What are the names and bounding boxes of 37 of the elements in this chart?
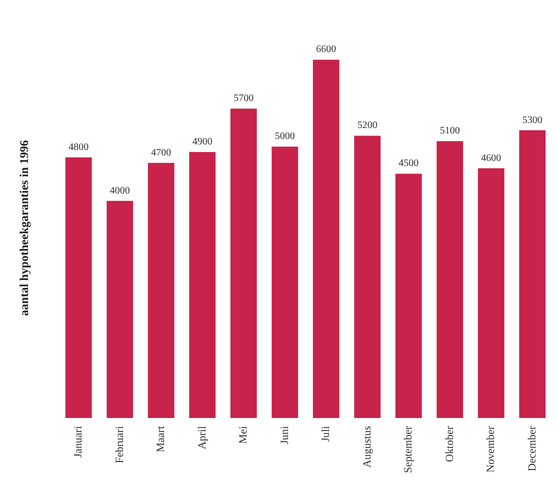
bar <box>106 200 134 418</box>
data-label: 4800 <box>68 142 89 153</box>
bar <box>519 130 546 418</box>
x-tick-label: Maart <box>155 426 168 452</box>
x-tick-label: Februari <box>114 426 126 464</box>
data-label: 5300 <box>522 114 542 126</box>
data-label: 6600 <box>316 44 336 56</box>
data-label: 4000 <box>110 185 130 196</box>
bar <box>65 157 92 418</box>
bar <box>272 146 298 418</box>
x-tick-label: Mei <box>238 426 250 444</box>
bar <box>312 60 340 418</box>
bar <box>230 108 257 418</box>
x-tick-label: Oktober <box>444 426 456 462</box>
data-label: 5000 <box>274 131 295 142</box>
x-tick-label: Juli <box>320 426 332 442</box>
bar <box>189 152 216 418</box>
x-tick-label: Januari <box>72 426 85 458</box>
data-label: 4700 <box>151 147 172 158</box>
x-tick-label: April <box>196 426 208 450</box>
bar <box>354 136 381 418</box>
y-axis-title: aantal hypotheekgaranties in 1996 <box>17 140 31 316</box>
x-tick-label: Juni <box>278 426 291 444</box>
data-label: 4900 <box>192 136 212 148</box>
x-tick-label: December <box>526 426 538 472</box>
x-tick-label: September <box>402 426 415 474</box>
x-tick-label: Augustus <box>361 426 374 468</box>
x-tick-label: November <box>485 426 498 472</box>
data-label: 5200 <box>357 120 378 132</box>
bar <box>478 168 504 418</box>
data-label: 4500 <box>398 158 419 170</box>
data-label: 5700 <box>234 93 254 104</box>
data-label: 4600 <box>481 152 502 164</box>
bar <box>436 141 464 418</box>
bar <box>148 162 174 418</box>
bar <box>395 174 422 418</box>
data-label: 5100 <box>440 126 460 137</box>
